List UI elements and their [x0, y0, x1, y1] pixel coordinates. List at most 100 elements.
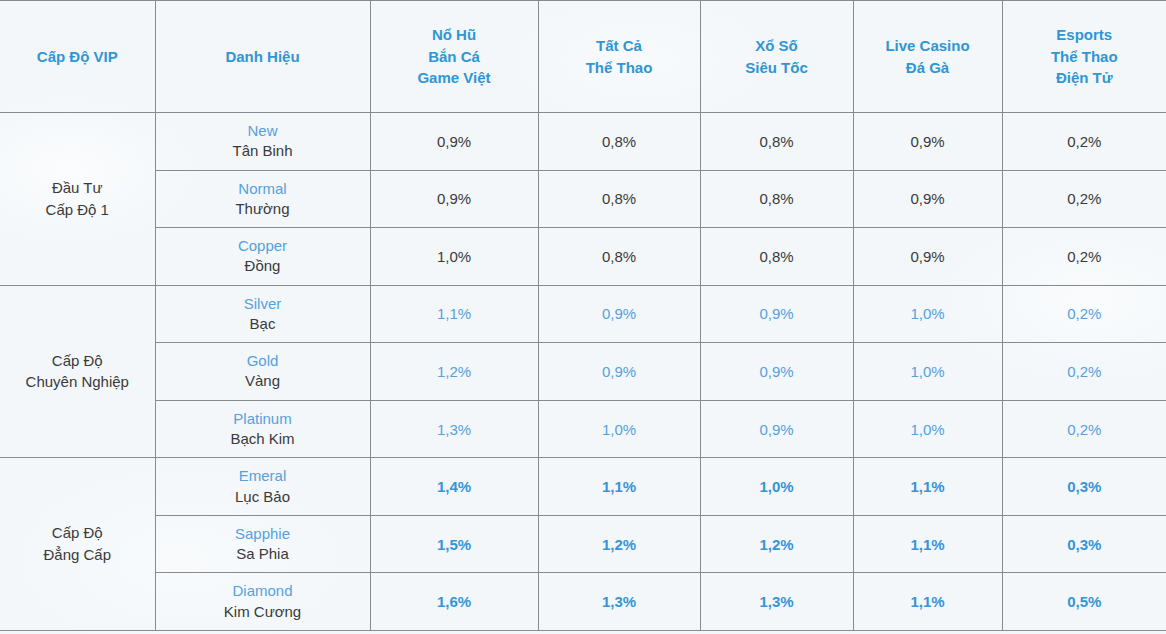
col-header-line: Xổ Số — [701, 35, 853, 57]
vip-level-cell: Cấp Độ Đẳng Cấp — [0, 458, 155, 631]
vip-rebate-table: Cấp Độ VIP Danh Hiệu Nổ Hũ Bắn Cá Game V… — [0, 0, 1166, 631]
rebate-value-cell: 0,2% — [1002, 400, 1166, 458]
rebate-value-cell: 0,9% — [700, 343, 853, 401]
col-header-line: Live Casino — [854, 35, 1002, 57]
rebate-value-cell: 0,8% — [538, 228, 700, 286]
group-professional: Cấp Độ Chuyên Nghiệp Silver Bạc 1,1% 0,9… — [0, 285, 1166, 458]
rebate-value-cell: 0,2% — [1002, 170, 1166, 228]
col-header-title: Danh Hiệu — [155, 1, 370, 113]
col-header-line: Nổ Hũ — [371, 24, 538, 46]
rebate-value-cell: 0,8% — [700, 228, 853, 286]
vip-level-line: Cấp Độ — [0, 350, 155, 372]
rebate-value-cell: 1,1% — [538, 458, 700, 516]
tier-name-vi: Bạch Kim — [156, 429, 370, 449]
tier-name-en: Copper — [156, 236, 370, 256]
rebate-value-cell: 0,3% — [1002, 458, 1166, 516]
col-header-lottery: Xổ Số Siêu Tốc — [700, 1, 853, 113]
col-header-line: Siêu Tốc — [701, 57, 853, 79]
rebate-value-cell: 1,1% — [853, 573, 1002, 631]
rebate-value-cell: 1,0% — [853, 285, 1002, 343]
tier-name-vi: Tân Binh — [156, 141, 370, 161]
vip-rebate-page: Cấp Độ VIP Danh Hiệu Nổ Hũ Bắn Cá Game V… — [0, 0, 1166, 634]
tier-name-vi: Sa Phia — [156, 544, 370, 564]
tier-title-cell: Copper Đồng — [155, 228, 370, 286]
vip-level-cell: Cấp Độ Chuyên Nghiệp — [0, 285, 155, 458]
tier-name-en: Platinum — [156, 409, 370, 429]
rebate-value-cell: 0,8% — [538, 170, 700, 228]
table-row: Copper Đồng 1,0% 0,8% 0,8% 0,9% 0,2% — [0, 228, 1166, 286]
group-elite: Cấp Độ Đẳng Cấp Emeral Lục Bảo 1,4% 1,1%… — [0, 458, 1166, 631]
rebate-value-cell: 1,0% — [370, 228, 538, 286]
rebate-value-cell: 0,9% — [853, 113, 1002, 171]
rebate-value-cell: 0,2% — [1002, 343, 1166, 401]
rebate-value-cell: 1,2% — [370, 343, 538, 401]
tier-name-vi: Lục Bảo — [156, 487, 370, 507]
col-header-vip-level: Cấp Độ VIP — [0, 1, 155, 113]
table-row: Sapphie Sa Phia 1,5% 1,2% 1,2% 1,1% 0,3% — [0, 515, 1166, 573]
col-header-sports: Tất Cả Thể Thao — [538, 1, 700, 113]
tier-title-cell: New Tân Binh — [155, 113, 370, 171]
tier-title-cell: Sapphie Sa Phia — [155, 515, 370, 573]
tier-name-en: New — [156, 121, 370, 141]
rebate-value-cell: 1,4% — [370, 458, 538, 516]
vip-level-line: Đẳng Cấp — [0, 544, 155, 566]
rebate-value-cell: 1,6% — [370, 573, 538, 631]
tier-name-en: Sapphie — [156, 524, 370, 544]
col-header-line: Esports — [1003, 24, 1166, 46]
rebate-value-cell: 1,0% — [853, 343, 1002, 401]
rebate-value-cell: 0,2% — [1002, 113, 1166, 171]
tier-title-cell: Emeral Lục Bảo — [155, 458, 370, 516]
col-header-line: Cấp Độ VIP — [0, 46, 155, 68]
rebate-value-cell: 1,3% — [700, 573, 853, 631]
rebate-value-cell: 1,3% — [370, 400, 538, 458]
rebate-value-cell: 0,5% — [1002, 573, 1166, 631]
tier-title-cell: Normal Thường — [155, 170, 370, 228]
vip-level-line: Đầu Tư — [0, 177, 155, 199]
rebate-value-cell: 1,1% — [370, 285, 538, 343]
tier-name-en: Emeral — [156, 466, 370, 486]
rebate-value-cell: 0,8% — [700, 170, 853, 228]
col-header-line: Bắn Cá — [371, 46, 538, 68]
vip-level-cell: Đầu Tư Cấp Độ 1 — [0, 113, 155, 286]
rebate-value-cell: 1,0% — [700, 458, 853, 516]
tier-title-cell: Diamond Kim Cương — [155, 573, 370, 631]
table-row: Gold Vàng 1,2% 0,9% 0,9% 1,0% 0,2% — [0, 343, 1166, 401]
col-header-line: Thể Thao — [539, 57, 700, 79]
col-header-line: Danh Hiệu — [156, 46, 370, 68]
tier-name-vi: Thường — [156, 199, 370, 219]
vip-level-line: Cấp Độ — [0, 522, 155, 544]
rebate-value-cell: 0,9% — [370, 170, 538, 228]
col-header-line: Game Việt — [371, 67, 538, 89]
tier-name-vi: Bạc — [156, 314, 370, 334]
header-row: Cấp Độ VIP Danh Hiệu Nổ Hũ Bắn Cá Game V… — [0, 1, 1166, 113]
table-row: Cấp Độ Đẳng Cấp Emeral Lục Bảo 1,4% 1,1%… — [0, 458, 1166, 516]
tier-name-en: Silver — [156, 294, 370, 314]
table-row: Đầu Tư Cấp Độ 1 New Tân Binh 0,9% 0,8% 0… — [0, 113, 1166, 171]
rebate-value-cell: 0,8% — [700, 113, 853, 171]
tier-title-cell: Platinum Bạch Kim — [155, 400, 370, 458]
col-header-live-casino: Live Casino Đá Gà — [853, 1, 1002, 113]
rebate-value-cell: 0,3% — [1002, 515, 1166, 573]
rebate-value-cell: 0,9% — [370, 113, 538, 171]
rebate-value-cell: 0,2% — [1002, 228, 1166, 286]
rebate-value-cell: 0,9% — [853, 228, 1002, 286]
tier-name-en: Gold — [156, 351, 370, 371]
tier-title-cell: Gold Vàng — [155, 343, 370, 401]
rebate-value-cell: 1,5% — [370, 515, 538, 573]
rebate-value-cell: 1,2% — [700, 515, 853, 573]
rebate-value-cell: 0,9% — [700, 400, 853, 458]
rebate-value-cell: 0,9% — [853, 170, 1002, 228]
rebate-value-cell: 1,1% — [853, 515, 1002, 573]
rebate-value-cell: 0,2% — [1002, 285, 1166, 343]
rebate-value-cell: 1,0% — [853, 400, 1002, 458]
tier-title-cell: Silver Bạc — [155, 285, 370, 343]
table-row: Cấp Độ Chuyên Nghiệp Silver Bạc 1,1% 0,9… — [0, 285, 1166, 343]
rebate-value-cell: 1,3% — [538, 573, 700, 631]
rebate-value-cell: 0,9% — [538, 343, 700, 401]
table-row: Platinum Bạch Kim 1,3% 1,0% 0,9% 1,0% 0,… — [0, 400, 1166, 458]
rebate-value-cell: 1,1% — [853, 458, 1002, 516]
col-header-slots-fishing: Nổ Hũ Bắn Cá Game Việt — [370, 1, 538, 113]
col-header-esports: Esports Thể Thao Điện Tử — [1002, 1, 1166, 113]
tier-name-en: Diamond — [156, 581, 370, 601]
table-row: Normal Thường 0,9% 0,8% 0,8% 0,9% 0,2% — [0, 170, 1166, 228]
